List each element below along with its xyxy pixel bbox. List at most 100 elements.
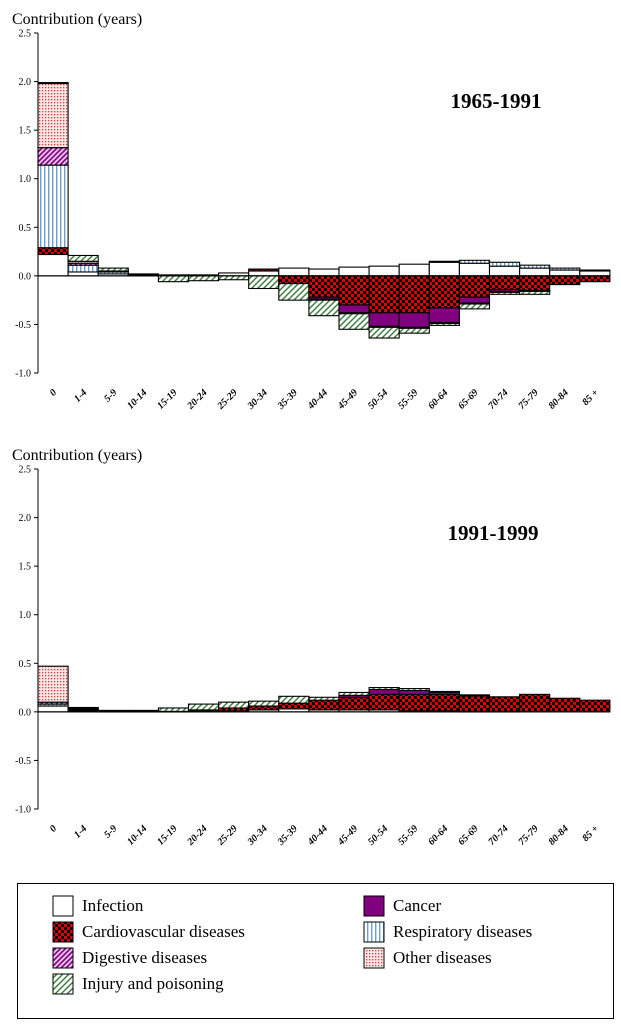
legend-item-infection: Infection <box>52 895 143 917</box>
x-tick-label: 0 <box>48 823 59 834</box>
bar-segment-cardiovascular <box>368 693 400 711</box>
bar-segment-injury <box>519 290 551 295</box>
bar-segment-cardiovascular <box>549 697 581 713</box>
x-tick-label: 1-4 <box>72 387 89 404</box>
bar-group-30-34 <box>248 700 280 713</box>
y-tick-label: 1.5 <box>19 126 32 137</box>
bar-segment-injury <box>218 701 250 709</box>
bar-segment-cancer <box>398 312 430 328</box>
bar-segment-cardiovascular <box>398 693 430 712</box>
bar-group-1-4 <box>67 254 99 277</box>
x-tick-label: 20-24 <box>185 823 210 848</box>
bar-segment-injury <box>308 696 340 701</box>
legend-item-injury: Injury and poisoning <box>52 973 224 995</box>
x-tick-label: 40-44 <box>305 387 330 412</box>
bar-group-75-79 <box>519 264 551 295</box>
x-tick-label: 50-54 <box>366 387 390 411</box>
bar-group-60-64 <box>428 690 460 713</box>
bar-group-0 <box>37 81 69 277</box>
bar-segment-injury <box>428 690 460 693</box>
bar-segment-cardiovascular <box>278 275 310 285</box>
y-tick-label: 0.0 <box>19 707 32 718</box>
y-axis-label: Contribution (years) <box>12 11 142 28</box>
x-tick-label: 1-4 <box>72 823 89 840</box>
x-tick-label: 60-64 <box>426 823 450 847</box>
legend-label-infection: Infection <box>82 896 144 915</box>
bar-group-85+ <box>579 269 611 283</box>
bar-segment-injury <box>218 275 250 281</box>
bar-segment-injury <box>368 326 400 339</box>
y-tick-label: 1.5 <box>19 562 32 573</box>
x-tick-label: 75-79 <box>516 387 540 411</box>
bar-group-50-54 <box>368 265 400 339</box>
bar-segment-cardiovascular <box>428 693 460 712</box>
bar-segment-injury <box>157 275 190 283</box>
y-tick-label: 2.5 <box>19 465 32 476</box>
bar-segment-injury <box>278 695 310 704</box>
y-tick-label: -1.0 <box>15 805 31 816</box>
legend-swatch-cardiovascular <box>52 921 74 943</box>
y-tick-label: 2.0 <box>19 513 32 524</box>
y-tick-label: -1.0 <box>15 369 31 380</box>
y-axis-label: Contribution (years) <box>12 447 142 464</box>
bar-group-55-59 <box>398 687 430 713</box>
bar-segment-cardiovascular <box>398 275 430 314</box>
legend-item-digestive: Digestive diseases <box>52 947 207 969</box>
bar-group-1-4 <box>67 706 99 713</box>
bar-segment-cardiovascular <box>338 275 370 306</box>
bar-group-75-79 <box>519 693 551 713</box>
chart-area: Contribution (years) 1965-1991 2.5 2.0 1.5 1.… <box>12 11 611 848</box>
bar-segment-cancer <box>428 307 460 324</box>
bar-segment-infection <box>549 269 581 277</box>
x-tick-label: 65-69 <box>456 823 480 847</box>
bar-segment-injury <box>248 700 280 707</box>
x-tick-label: 30-34 <box>245 823 270 848</box>
bar-segment-injury <box>488 291 521 295</box>
x-tick-label: 60-64 <box>426 387 450 411</box>
bar-segment-cancer <box>458 296 491 304</box>
legend-label-cardiovascular: Cardiovascular diseases <box>82 922 245 941</box>
x-tick-label: 25-29 <box>215 823 240 848</box>
bar-segment-other <box>37 665 69 703</box>
bar-segment-cardiovascular <box>519 693 551 713</box>
x-tick-label: 70-74 <box>486 823 510 847</box>
legend-swatch-digestive <box>52 947 74 969</box>
legend-swatch-injury <box>52 973 74 995</box>
bar-segment-cardiovascular <box>458 275 491 298</box>
bar-segment-respiratory <box>458 259 491 264</box>
bar-segment-infection <box>519 267 551 277</box>
bar-group-40-44 <box>308 696 340 713</box>
x-tick-label: 55-59 <box>396 823 420 847</box>
bar-segment-cardiovascular <box>488 696 521 712</box>
x-tick-label: 30-34 <box>245 387 270 412</box>
bar-segment-cardiovascular <box>308 275 340 298</box>
y-tick-label: -0.5 <box>15 756 31 767</box>
bar-segment-cardiovascular <box>488 275 521 291</box>
bar-group-35-39 <box>278 267 310 301</box>
bar-segment-cardiovascular <box>278 702 310 710</box>
bar-segment-cardiovascular <box>37 247 69 256</box>
chart-panel-1965-1991: Contribution (years) 1965-1991 2.5 2.0 1.5 1.… <box>12 11 611 412</box>
bar-segment-cancer <box>338 304 370 314</box>
bar-segment-injury <box>338 313 370 330</box>
bar-segment-injury <box>248 275 280 290</box>
legend-swatch-other <box>363 947 385 969</box>
chart-panel-1991-1999: Contribution (years) 1991-1999 2.5 2.0 1.5 1.… <box>12 447 611 848</box>
bar-group-5-9 <box>97 267 129 277</box>
legend-item-other: Other diseases <box>363 947 492 969</box>
y-tick-label: 1.0 <box>19 174 32 185</box>
x-tick-label: 70-74 <box>486 387 510 411</box>
x-tick-label: 0 <box>48 387 59 398</box>
bar-segment-respiratory <box>37 164 69 249</box>
bar-group-70-74 <box>488 261 521 295</box>
bar-segment-infection <box>278 267 310 277</box>
x-tick-label: 80-84 <box>547 823 571 847</box>
bar-segment-cardiovascular <box>308 699 340 711</box>
bar-segment-injury <box>338 691 370 696</box>
x-tick-label: 85 + <box>580 387 601 408</box>
x-tick-label: 20-24 <box>185 387 210 412</box>
y-tick-label: -0.5 <box>15 320 31 331</box>
bar-segment-infection <box>37 253 69 277</box>
bar-segment-injury <box>187 703 220 711</box>
bar-segment-infection <box>308 268 340 277</box>
